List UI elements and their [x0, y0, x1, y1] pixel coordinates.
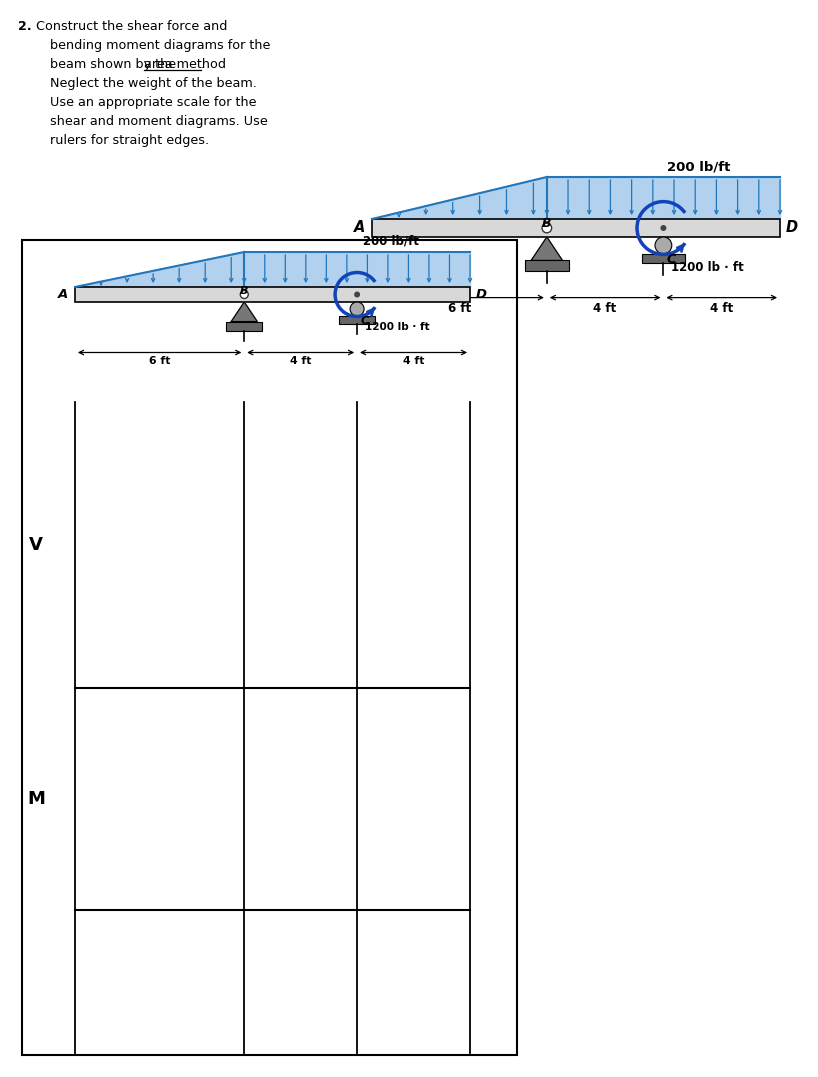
Circle shape	[542, 223, 551, 233]
Bar	[22, 240, 517, 1055]
Bar	[75, 286, 470, 302]
Circle shape	[350, 302, 364, 316]
Text: Use an appropriate scale for the: Use an appropriate scale for the	[50, 96, 257, 109]
Text: 2.: 2.	[18, 20, 32, 33]
Text: C: C	[667, 253, 676, 266]
Bar	[525, 261, 569, 271]
Text: 4 ft: 4 ft	[402, 356, 425, 366]
Polygon shape	[75, 252, 245, 286]
Text: Construct the shear force and: Construct the shear force and	[36, 20, 227, 33]
Text: rulers for straight edges.: rulers for straight edges.	[50, 134, 209, 146]
Text: 1200 lb · ft: 1200 lb · ft	[365, 322, 429, 332]
Text: .: .	[200, 58, 204, 71]
Polygon shape	[245, 252, 470, 286]
Bar	[641, 254, 685, 264]
Text: 4 ft: 4 ft	[710, 302, 733, 314]
Text: B: B	[542, 216, 551, 230]
Text: A: A	[353, 221, 365, 236]
Circle shape	[240, 291, 248, 298]
Text: 1200 lb · ft: 1200 lb · ft	[672, 262, 744, 275]
Polygon shape	[231, 302, 257, 322]
Text: shear and moment diagrams. Use: shear and moment diagrams. Use	[50, 115, 267, 128]
Text: 6 ft: 6 ft	[447, 302, 471, 314]
Text: V: V	[29, 536, 43, 555]
Circle shape	[354, 292, 360, 297]
Text: 4 ft: 4 ft	[594, 302, 617, 314]
Text: Neglect the weight of the beam.: Neglect the weight of the beam.	[50, 76, 257, 90]
Text: 6 ft: 6 ft	[149, 356, 170, 366]
Bar	[372, 219, 780, 237]
Circle shape	[660, 225, 667, 230]
Bar	[339, 316, 375, 324]
Circle shape	[655, 237, 672, 254]
Polygon shape	[547, 177, 780, 219]
Text: C: C	[360, 316, 368, 325]
Polygon shape	[531, 237, 563, 261]
Text: area method: area method	[144, 58, 226, 71]
Text: beam shown by the: beam shown by the	[50, 58, 180, 71]
Text: D: D	[476, 288, 487, 300]
Text: D: D	[786, 221, 798, 236]
Text: 200 lb/ft: 200 lb/ft	[363, 235, 419, 248]
Text: bending moment diagrams for the: bending moment diagrams for the	[50, 39, 271, 52]
Text: A: A	[58, 288, 68, 300]
Bar	[226, 322, 263, 331]
Text: M: M	[27, 791, 45, 808]
Text: 200 lb/ft: 200 lb/ft	[667, 160, 730, 173]
Polygon shape	[372, 177, 547, 219]
Text: B: B	[240, 285, 249, 296]
Text: 4 ft: 4 ft	[290, 356, 312, 366]
